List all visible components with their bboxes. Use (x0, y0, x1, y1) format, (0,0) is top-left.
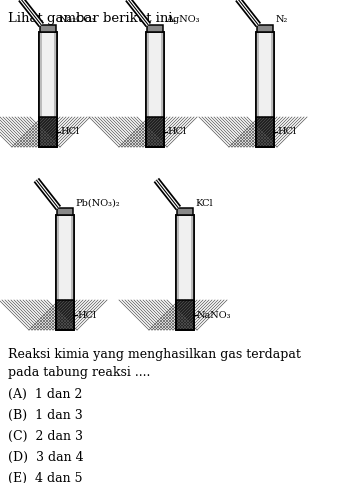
Bar (256, 32, 259, 147)
Bar (256, 117, 274, 147)
Text: N₂: N₂ (276, 15, 288, 25)
Bar (39, 32, 57, 147)
Text: (B)  1 dan 3: (B) 1 dan 3 (8, 409, 83, 422)
Text: (E)  4 dan 5: (E) 4 dan 5 (8, 472, 82, 483)
Bar (57, 208, 73, 215)
Bar (42, 32, 54, 147)
Bar (176, 215, 194, 330)
Bar (40, 25, 56, 32)
Bar (256, 117, 274, 147)
Text: HCl: HCl (277, 128, 296, 137)
Bar (147, 25, 163, 32)
Bar (146, 117, 164, 147)
Bar (256, 32, 274, 147)
Text: HCl: HCl (77, 311, 96, 319)
Text: Lihat gambar berikut ini.: Lihat gambar berikut ini. (8, 12, 177, 25)
Text: (A)  1 dan 2: (A) 1 dan 2 (8, 388, 82, 401)
Bar (191, 215, 194, 330)
Text: Reaksi kimia yang menghasilkan gas terdapat
pada tabung reaksi ....: Reaksi kimia yang menghasilkan gas terda… (8, 348, 301, 379)
Bar (146, 117, 164, 147)
Text: AgNO₃: AgNO₃ (166, 15, 199, 25)
Bar (56, 215, 59, 330)
Bar (257, 25, 273, 32)
Text: HCl: HCl (60, 128, 79, 137)
Bar (56, 215, 74, 330)
Bar (176, 300, 194, 330)
Bar (179, 215, 191, 330)
Bar (259, 32, 271, 147)
Bar (39, 32, 42, 147)
Bar (176, 215, 194, 330)
Bar (177, 208, 193, 215)
Bar (161, 32, 164, 147)
Bar (39, 117, 57, 147)
Text: KCl: KCl (196, 199, 213, 208)
Text: Na₂CO₃: Na₂CO₃ (58, 15, 96, 25)
Bar (146, 32, 164, 147)
Bar (271, 32, 274, 147)
Bar (146, 32, 164, 147)
Bar (39, 117, 57, 147)
Text: Pb(NO₃)₂: Pb(NO₃)₂ (76, 199, 120, 208)
Bar (256, 32, 274, 147)
Text: HCl: HCl (167, 128, 186, 137)
Bar (149, 32, 161, 147)
Bar (59, 215, 71, 330)
Bar (56, 300, 74, 330)
Bar (56, 300, 74, 330)
Bar (56, 215, 74, 330)
Bar (176, 300, 194, 330)
Bar (146, 32, 149, 147)
Bar (54, 32, 57, 147)
Bar (39, 32, 57, 147)
Text: NaNO₃: NaNO₃ (197, 311, 232, 319)
Text: (D)  3 dan 4: (D) 3 dan 4 (8, 451, 84, 464)
Bar (71, 215, 74, 330)
Text: (C)  2 dan 3: (C) 2 dan 3 (8, 430, 83, 443)
Bar (176, 215, 179, 330)
